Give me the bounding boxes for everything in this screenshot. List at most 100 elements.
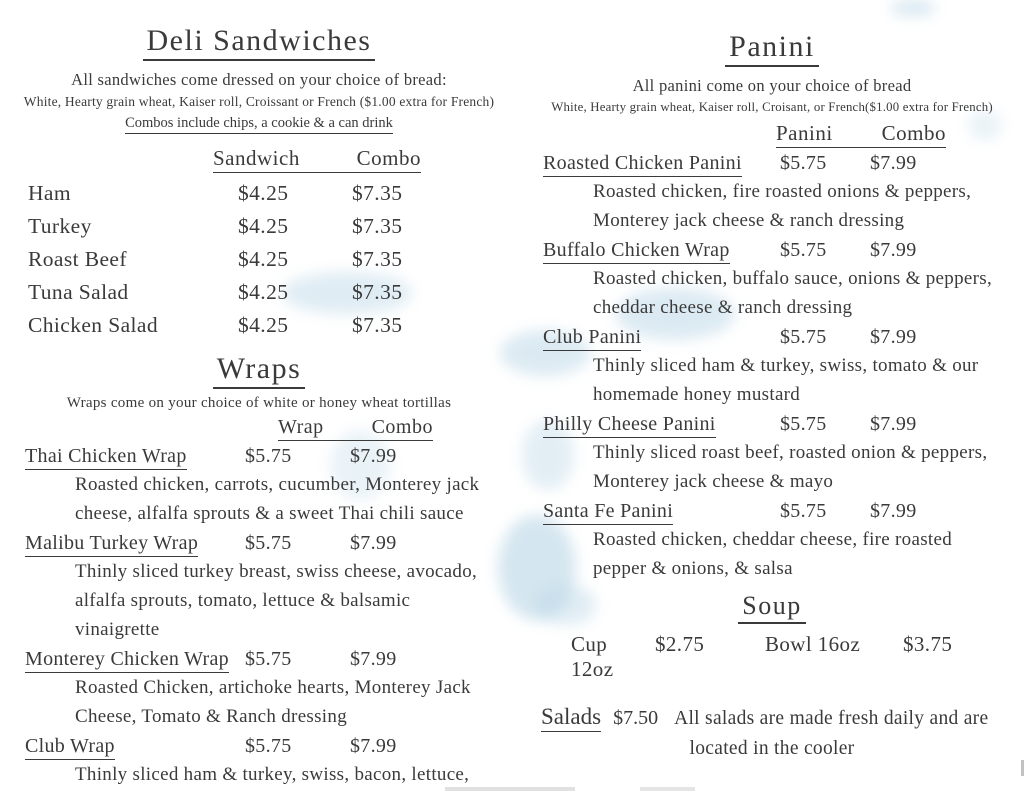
item-name: Ham — [28, 181, 71, 205]
menu-item: Monterey Chicken Wrap $5.75 $7.99 Roaste… — [20, 648, 498, 731]
item-price: $4.25 — [238, 313, 289, 337]
panini-col-combo: Combo — [881, 121, 946, 145]
menu-item: Malibu Turkey Wrap $5.75 $7.99 Thinly sl… — [20, 532, 498, 644]
item-description: Thinly sliced ham & turkey, swiss, bacon… — [75, 764, 470, 785]
item-combo-price: $7.35 — [352, 280, 403, 304]
left-column: Deli Sandwiches All sandwiches come dres… — [20, 24, 498, 791]
menu-item: Thai Chicken Wrap $5.75 $7.99 Roasted ch… — [20, 445, 498, 528]
item-name: Tuna Salad — [28, 280, 129, 304]
item-description: Thinly sliced roast beef, roasted onion … — [593, 442, 988, 463]
item-price: $5.75 — [780, 326, 827, 348]
deli-columns-header: Sandwich Combo — [213, 146, 421, 173]
soup-row: Cup 12oz $2.75 Bowl 16oz $3.75 — [533, 632, 1011, 682]
section-wraps: Wraps Wraps come on your choice of white… — [20, 352, 498, 791]
item-description: Cheese, Tomato & Ranch dressing — [75, 706, 347, 727]
item-combo-price: $7.99 — [870, 239, 917, 261]
salads-title: Salads — [541, 704, 602, 732]
item-description: cheese, alfalfa sprouts & a sweet Thai c… — [75, 503, 464, 524]
soup-bowl-label: Bowl 16oz — [765, 632, 861, 656]
wraps-col-combo: Combo — [371, 416, 433, 438]
panini-note-2: White, Hearty grain wheat, Kaiser roll, … — [551, 100, 993, 114]
deli-note-2: White, Hearty grain wheat, Kaiser roll, … — [23, 94, 495, 109]
scan-stain — [890, 0, 936, 16]
section-deli-sandwiches: Deli Sandwiches All sandwiches come dres… — [20, 24, 498, 342]
item-name: Club Wrap — [25, 735, 115, 760]
menu-item: Santa Fe Panini $5.75 $7.99 Roasted chic… — [533, 500, 1011, 583]
salads-note-line-2: located in the cooler — [689, 738, 855, 759]
deli-note-1: All sandwiches come dressed on your choi… — [71, 70, 447, 89]
deli-combo-note: Combos include chips, a cookie & a can d… — [125, 115, 393, 134]
salads-row: Salads $7.50 All salads are made fresh d… — [533, 704, 1011, 732]
soup-cup-label: Cup 12oz — [571, 632, 614, 681]
item-name: Thai Chicken Wrap — [25, 445, 187, 470]
item-name: Roast Beef — [28, 247, 127, 271]
item-price: $5.75 — [245, 445, 292, 467]
scan-edge-line — [445, 787, 575, 791]
item-price: $5.75 — [245, 532, 292, 554]
soup-cup-price: $2.75 — [655, 632, 705, 656]
section-salads: Salads $7.50 All salads are made fresh d… — [533, 704, 1011, 760]
item-name: Buffalo Chicken Wrap — [543, 239, 730, 264]
item-description: Roasted chicken, buffalo sauce, onions &… — [593, 268, 992, 289]
menu-item: Buffalo Chicken Wrap $5.75 $7.99 Roasted… — [533, 239, 1011, 322]
item-price: $5.75 — [245, 735, 292, 757]
scan-edge-line — [1021, 760, 1024, 776]
menu-item: Club Wrap $5.75 $7.99 Thinly sliced ham … — [20, 735, 498, 791]
section-soup: Soup Cup 12oz $2.75 Bowl 16oz $3.75 — [533, 591, 1011, 682]
panini-col-panini: Panini — [776, 121, 833, 145]
item-price: $4.25 — [238, 247, 289, 271]
menu-row: Turkey $4.25 $7.35 — [20, 210, 498, 243]
item-combo-price: $7.99 — [350, 445, 397, 467]
item-combo-price: $7.35 — [352, 214, 403, 238]
item-price: $4.25 — [238, 214, 289, 238]
soup-bowl-price: $3.75 — [903, 632, 953, 656]
item-price: $5.75 — [245, 648, 292, 670]
soup-title: Soup — [738, 591, 806, 624]
scan-edge-line — [640, 787, 695, 791]
item-name: Turkey — [28, 214, 92, 238]
item-description: Thinly sliced turkey breast, swiss chees… — [75, 561, 478, 582]
panini-title: Panini — [725, 30, 819, 67]
item-name: Roasted Chicken Panini — [543, 152, 742, 177]
panini-note-1: All panini come on your choice of bread — [632, 76, 912, 95]
item-combo-price: $7.99 — [350, 648, 397, 670]
menu-row: Roast Beef $4.25 $7.35 — [20, 243, 498, 276]
item-description: alfalfa sprouts, tomato, lettuce & balsa… — [75, 590, 411, 640]
item-combo-price: $7.99 — [870, 413, 917, 435]
item-name: Santa Fe Panini — [543, 500, 674, 525]
item-combo-price: $7.99 — [870, 152, 917, 174]
item-name: Monterey Chicken Wrap — [25, 648, 229, 673]
item-price: $5.75 — [780, 500, 827, 522]
wraps-note: Wraps come on your choice of white or ho… — [66, 395, 452, 411]
wraps-col-wrap: Wrap — [278, 416, 324, 438]
item-description: Monterey jack cheese & mayo — [593, 471, 834, 492]
item-combo-price: $7.99 — [870, 500, 917, 522]
item-name: Chicken Salad — [28, 313, 158, 337]
panini-columns-header: Panini Combo — [776, 121, 946, 148]
section-panini: Panini All panini come on your choice of… — [533, 30, 1011, 583]
item-price: $5.75 — [780, 239, 827, 261]
salads-note-line-1: All salads are made fresh daily and are — [674, 708, 989, 729]
wraps-title: Wraps — [212, 352, 306, 389]
item-name: Malibu Turkey Wrap — [25, 532, 199, 557]
item-description: Thinly sliced ham & turkey, swiss, tomat… — [593, 355, 979, 376]
item-description: Roasted chicken, carrots, cucumber, Mont… — [75, 474, 480, 495]
item-description: Roasted chicken, fire roasted onions & p… — [593, 181, 972, 202]
item-combo-price: $7.35 — [352, 181, 403, 205]
item-description: cheddar cheese & ranch dressing — [593, 297, 853, 318]
deli-col-combo: Combo — [356, 146, 421, 170]
item-name: Philly Cheese Panini — [543, 413, 716, 438]
item-combo-price: $7.35 — [352, 247, 403, 271]
menu-item: Club Panini $5.75 $7.99 Thinly sliced ha… — [533, 326, 1011, 409]
deli-title: Deli Sandwiches — [142, 24, 376, 61]
right-column: Panini All panini come on your choice of… — [533, 30, 1011, 760]
item-combo-price: $7.99 — [350, 532, 397, 554]
menu-row: Tuna Salad $4.25 $7.35 — [20, 276, 498, 309]
item-description: homemade honey mustard — [593, 384, 801, 405]
menu-row: Ham $4.25 $7.35 — [20, 177, 498, 210]
item-description: Roasted Chicken, artichoke hearts, Monte… — [75, 677, 471, 698]
item-name: Club Panini — [543, 326, 642, 351]
item-combo-price: $7.99 — [870, 326, 917, 348]
item-description: pepper & onions, & salsa — [593, 558, 793, 579]
